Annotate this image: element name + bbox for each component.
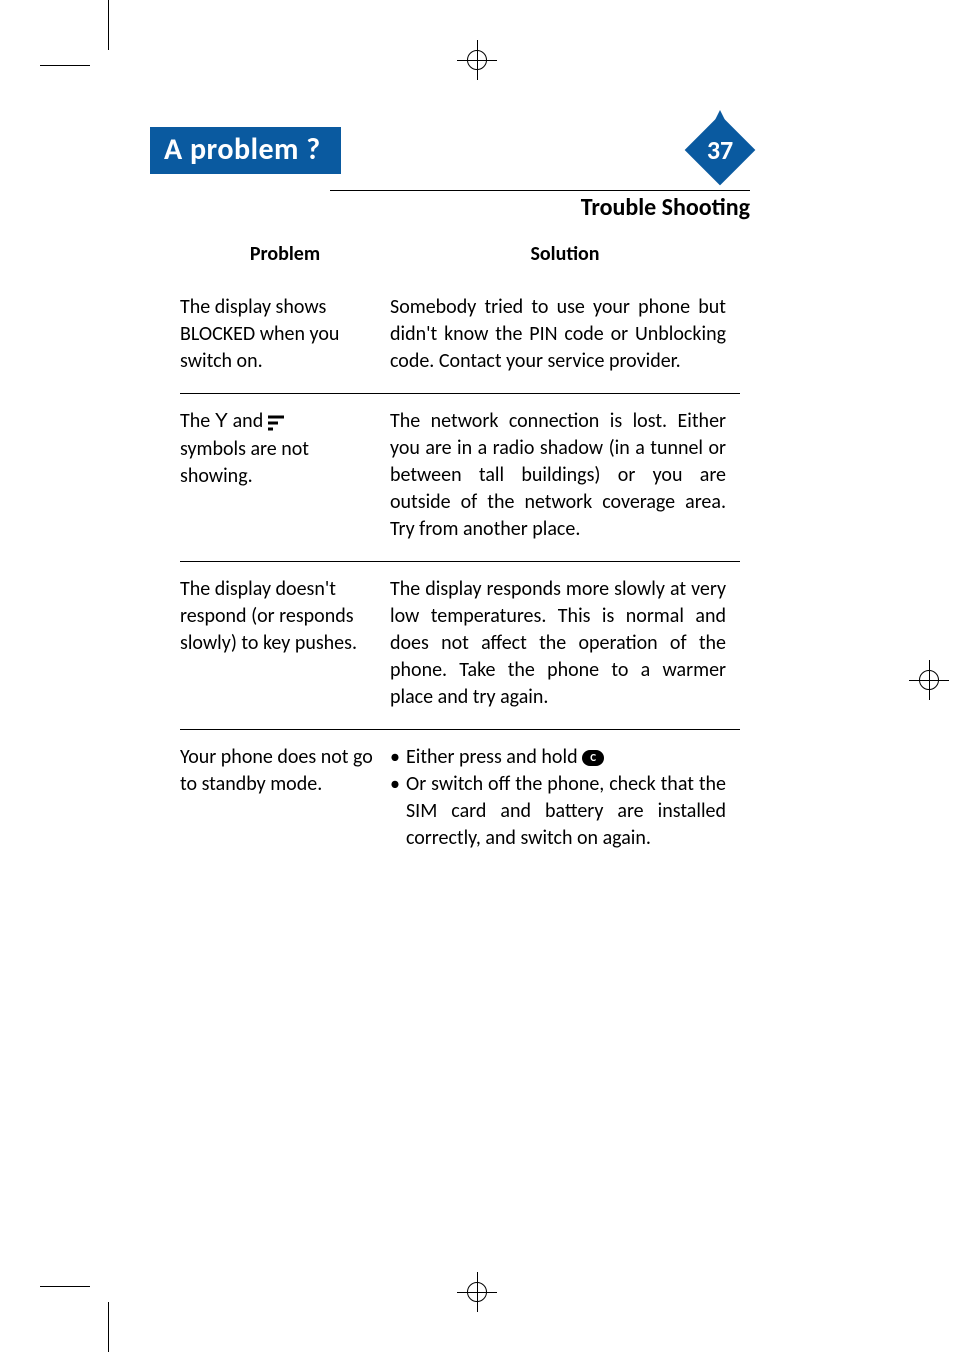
troubleshooting-table: Problem Solution The display shows BLOCK…: [180, 236, 740, 870]
page-number: 37: [690, 120, 750, 180]
table-row: The display doesn't respond (or responds…: [180, 562, 740, 730]
registration-mark-right: [909, 660, 949, 700]
registration-mark-top: [457, 40, 497, 80]
table-row: Your phone does not go to standby mode. …: [180, 730, 740, 871]
solution-text: Or switch off the phone, check that the …: [406, 771, 726, 852]
solution-cell: • Either press and hold C • Or switch of…: [390, 730, 740, 871]
solution-cell: The display responds more slowly at very…: [390, 562, 740, 730]
crop-mark: [108, 1302, 109, 1352]
title-bar: A problem ? 37: [150, 120, 790, 180]
bullet-icon: •: [390, 771, 400, 852]
bullet-icon: •: [390, 744, 400, 771]
column-header-problem: Problem: [180, 236, 390, 280]
solution-text: Either press and hold C: [406, 744, 604, 771]
problem-cell: Your phone does not go to standby mode.: [180, 730, 390, 871]
page-content: A problem ? 37 Trouble Shooting Problem …: [150, 120, 790, 870]
problem-cell: The display doesn't respond (or responds…: [180, 562, 390, 730]
column-header-solution: Solution: [390, 236, 740, 280]
table-row: The Y and symbols are not showing. The n…: [180, 394, 740, 562]
crop-mark: [40, 65, 90, 66]
table-row: The display shows BLOCKED when you switc…: [180, 280, 740, 394]
text: and: [228, 409, 268, 433]
solution-cell: The network connection is lost. Either y…: [390, 394, 740, 562]
signal-bars-icon: [268, 409, 294, 436]
section-heading: Trouble Shooting: [330, 190, 750, 222]
page-number-badge: 37: [690, 120, 750, 180]
text: The: [180, 409, 215, 433]
crop-mark: [40, 1286, 90, 1287]
solution-cell: Somebody tried to use your phone but did…: [390, 280, 740, 394]
antenna-icon: Y: [215, 410, 228, 432]
page-title: A problem ?: [150, 127, 341, 174]
problem-cell: The Y and symbols are not showing.: [180, 394, 390, 562]
crop-mark: [108, 0, 109, 50]
c-key-icon: C: [582, 750, 604, 766]
text: Either press and hold: [406, 745, 582, 769]
problem-cell: The display shows BLOCKED when you switc…: [180, 280, 390, 394]
registration-mark-bottom: [457, 1272, 497, 1312]
text: symbols are not showing.: [180, 437, 309, 488]
